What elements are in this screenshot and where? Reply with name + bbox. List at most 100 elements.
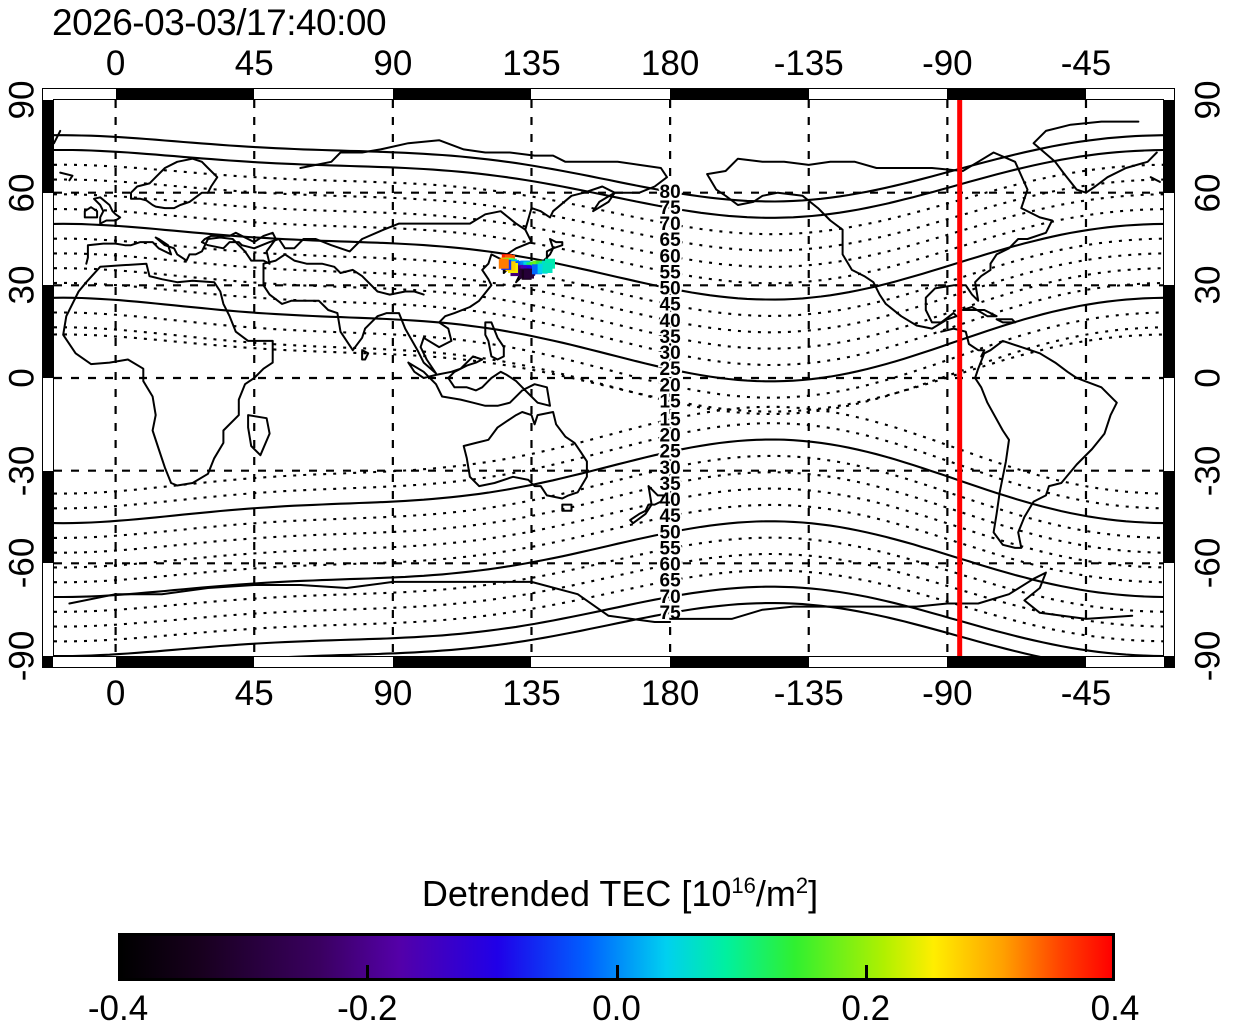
maglat-label-halo: 60 [660, 555, 681, 576]
coastline-greenland [54, 129, 62, 145]
maglat-contour-north-35 [54, 267, 1163, 350]
maglat-label-35: 35 [660, 474, 682, 495]
coastline-europe [85, 231, 277, 265]
maglat-label-halo: 45 [660, 295, 682, 316]
maglat-label-35: 35 [660, 327, 682, 348]
frame-tick-segment [392, 88, 532, 99]
page-title: 2026-03-03/17:40:00 [52, 2, 387, 43]
colorbar-wrapper [118, 933, 1115, 981]
maglat-label-halo: 55 [660, 538, 682, 559]
maglat-label-80: 80 [660, 182, 681, 203]
colorbar-tick-label-0p2: 0.2 [841, 989, 891, 1028]
frame-tick-segment [115, 88, 255, 99]
colorbar-gradient [118, 933, 1115, 981]
coastline-scandinavia [130, 157, 219, 210]
x-axis-tick-top-135: 135 [502, 44, 561, 83]
coastline-indonesia [407, 355, 551, 407]
x-axis-tick-bottom-neg135: -135 [773, 674, 844, 713]
y-axis-tick-left-0: 0 [2, 368, 42, 388]
y-axis-tick-left-neg90: -90 [2, 630, 42, 682]
maglat-label-20: 20 [660, 426, 681, 447]
coastline-caribbean [961, 306, 998, 318]
x-axis-tick-bottom-45: 45 [234, 674, 274, 713]
maglat-label-55: 55 [660, 538, 682, 559]
frame-tick-segment [670, 657, 809, 668]
x-axis-tick-bottom-neg90: -90 [922, 674, 973, 713]
coastline-siberia [299, 139, 668, 231]
y-axis-tick-right-30: 30 [1188, 265, 1228, 305]
maglat-contour-north-25 [54, 296, 1163, 383]
coastline-asia_north [240, 210, 533, 375]
frame-tick-segment [42, 100, 53, 193]
x-axis-tick-bottom-180: 180 [640, 674, 700, 713]
maglat-label-halo: 20 [660, 375, 681, 396]
frame-tick-segment [947, 657, 1086, 668]
frame-tick-segment [1164, 285, 1175, 378]
x-axis-tick-bottom-135: 135 [502, 674, 561, 713]
maglat-contour-south-30 [54, 454, 1163, 539]
map-plot-panel: 80 80 75 75 70 70 65 65 60 60 55 55 50 50 45 45 40 40 35 35… [42, 88, 1175, 668]
maglat-label-45: 45 [660, 295, 682, 316]
frame-tick-segment [947, 88, 1086, 99]
y-axis-tick-right-90: 90 [1188, 80, 1228, 120]
coastline-britain [93, 196, 122, 225]
axis-frame-right [1164, 88, 1175, 668]
coastline-iceland [59, 171, 74, 182]
colorbar-tick-label-0p0: 0.0 [592, 989, 641, 1028]
frame-tick-segment [1164, 656, 1175, 668]
maglat-label-halo: 15 [660, 409, 682, 430]
maglat-label-50: 50 [660, 279, 681, 300]
tec-data-point [498, 258, 509, 269]
colorbar-tick-label-0p4: 0.4 [1090, 989, 1140, 1028]
maglat-label-70: 70 [660, 214, 681, 235]
maglat-label-halo: 30 [660, 458, 681, 479]
frame-tick-segment [1164, 470, 1175, 564]
maglat-label-halo: 15 [660, 391, 682, 412]
x-axis-tick-top-neg90: -90 [922, 44, 973, 83]
maglat-label-halo: 65 [660, 230, 682, 251]
maglat-label-halo: 45 [660, 506, 682, 527]
coastline-australia [462, 411, 588, 500]
y-axis-tick-left-neg30: -30 [2, 445, 42, 496]
frame-tick-segment [42, 656, 53, 668]
y-axis-tick-left-30: 30 [2, 265, 42, 305]
x-axis-tick-bottom-neg45: -45 [1060, 674, 1112, 713]
maglat-label-halo: 50 [660, 522, 681, 543]
maglat-label-halo: 25 [660, 359, 682, 380]
maglat-label-halo: 60 [660, 246, 681, 267]
maglat-label-30: 30 [660, 458, 681, 479]
coastline-africa [62, 262, 274, 487]
maglat-label-halo: 35 [660, 474, 682, 495]
x-axis-tick-top-neg135: -135 [773, 44, 844, 83]
maglat-label-15: 15 [660, 391, 682, 412]
maglat-label-55: 55 [660, 262, 682, 283]
colorbar-tick [615, 965, 619, 978]
colorbar-title: Detrended TEC [1016/m2] [421, 873, 819, 914]
graticule-group [54, 100, 1163, 656]
maglat-contour-south-70 [54, 585, 1163, 656]
maglat-contour-group [54, 134, 1163, 656]
maglat-label-halo: 80 [660, 182, 681, 203]
coastline-hispaniola [995, 318, 1017, 324]
maglat-label-30: 30 [660, 343, 681, 364]
y-axis-tick-right-neg30: -30 [1188, 445, 1228, 496]
coastline-namerica [706, 151, 1054, 330]
colorbar-tick [366, 965, 370, 978]
maglat-label-65: 65 [660, 230, 682, 251]
colorbar-tick-label-neg0p4: -0.4 [87, 989, 149, 1028]
coastline-greenland [1032, 120, 1140, 194]
maglat-contour-north-50 [54, 222, 1163, 301]
frame-tick-segment [670, 88, 809, 99]
maglat-label-halo: 20 [660, 426, 681, 447]
maglat-label-halo: 35 [660, 327, 682, 348]
maglat-label-halo: 40 [660, 311, 681, 332]
world-map-svg: 8080757570706565606055555050454540403535… [54, 100, 1163, 656]
y-axis-tick-right-neg90: -90 [1188, 630, 1228, 682]
axis-frame-left [42, 88, 53, 668]
maglat-label-15: 15 [660, 409, 682, 430]
y-axis-tick-left-60: 60 [2, 173, 42, 213]
coastline-greenland [1085, 151, 1158, 194]
maglat-contour-south-75 [288, 602, 1041, 656]
coastline-newzealand [629, 485, 665, 525]
maglat-label-halo: 50 [660, 279, 681, 300]
